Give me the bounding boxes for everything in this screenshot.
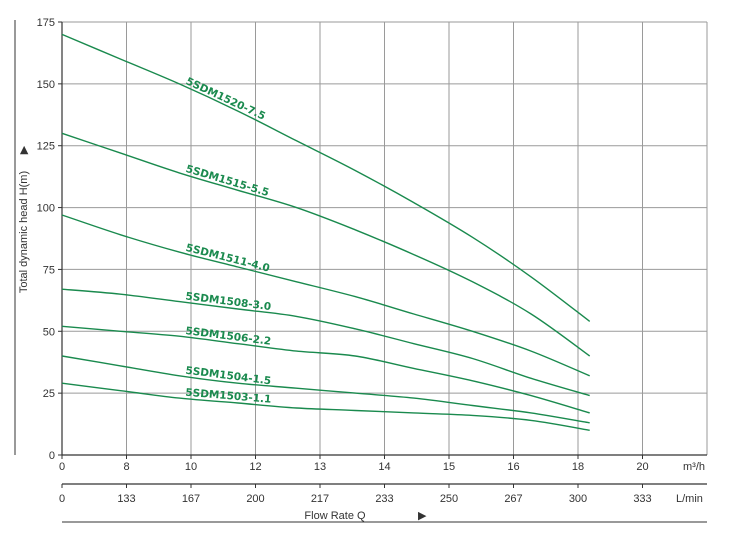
x-tick-label: 10 — [185, 461, 197, 473]
y-tick-label: 100 — [37, 203, 55, 215]
y-tick-label: 150 — [37, 79, 55, 91]
x-tick-label: 18 — [572, 461, 584, 473]
x-tick-label: 20 — [636, 461, 648, 473]
x2-tick-label: 133 — [117, 493, 135, 505]
y-tick-label: 0 — [49, 450, 55, 462]
x2-tick-label: 300 — [569, 493, 587, 505]
x2-tick-label: 0 — [59, 493, 65, 505]
x-unit-label: m³/h — [683, 461, 705, 473]
y-tick-labels: 0 25 50 75 100 125 150 175 — [37, 17, 62, 462]
series-line-5SDM1508-3.0 — [61, 288, 590, 397]
x2-tick-label: 167 — [182, 493, 200, 505]
x-tick-label: 8 — [123, 461, 129, 473]
grid-lines — [62, 21, 708, 455]
x-tick-label: 12 — [249, 461, 261, 473]
y-tick-label: 125 — [37, 141, 55, 153]
x-axis-arrow-icon: ▶ — [418, 510, 427, 522]
series-line-5SDM1511-4.0 — [61, 214, 590, 377]
series-line-5SDM1503-1.1 — [61, 382, 590, 431]
x-tick-label: 14 — [378, 461, 390, 473]
x-tick-label: 15 — [443, 461, 455, 473]
x2-unit-label: L/min — [676, 493, 703, 505]
x-axis-title: Flow Rate Q — [304, 510, 366, 522]
series-group — [61, 33, 591, 431]
y-axis-title: Total dynamic head H(m) — [18, 171, 30, 293]
series-line-5SDM1504-1.5 — [61, 355, 590, 424]
x2-tick-label: 333 — [633, 493, 651, 505]
series-line-5SDM1506-2.2 — [61, 325, 590, 414]
y-tick-label: 75 — [43, 264, 55, 276]
x-tick-labels: 0 8 10 12 13 14 15 16 18 20 — [59, 455, 649, 473]
series-line-5SDM1515-5.5 — [61, 132, 591, 357]
x2-tick-labels: 0 133 167 200 217 233 250 267 300 333 — [59, 484, 652, 505]
y-tick-label: 25 — [43, 388, 55, 400]
x2-tick-label: 217 — [311, 493, 329, 505]
series-line-5SDM1520-7.5 — [61, 33, 591, 322]
x2-tick-label: 250 — [440, 493, 458, 505]
y-tick-label: 50 — [43, 326, 55, 338]
y-tick-label: 175 — [37, 17, 55, 29]
y-axis-arrow-icon: ▶ — [18, 145, 30, 154]
x2-tick-label: 267 — [504, 493, 522, 505]
x2-tick-label: 200 — [246, 493, 264, 505]
x-tick-label: 16 — [507, 461, 519, 473]
x2-tick-label: 233 — [375, 493, 393, 505]
x-tick-label: 0 — [59, 461, 65, 473]
x-tick-label: 13 — [314, 461, 326, 473]
